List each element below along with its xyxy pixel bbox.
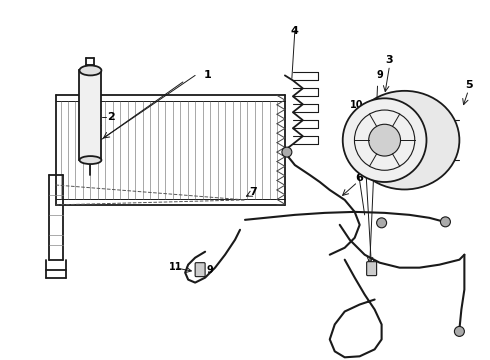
Text: 11: 11	[169, 262, 182, 272]
Circle shape	[368, 124, 400, 156]
Ellipse shape	[350, 91, 460, 189]
Ellipse shape	[79, 156, 101, 164]
Text: 6: 6	[356, 173, 364, 183]
Bar	[79, 71, 101, 160]
Text: 5: 5	[466, 80, 473, 90]
Text: 3: 3	[386, 55, 393, 66]
Text: 10: 10	[350, 100, 364, 110]
Circle shape	[282, 147, 292, 157]
Text: 7: 7	[249, 187, 257, 197]
Circle shape	[454, 327, 465, 336]
FancyBboxPatch shape	[195, 263, 205, 276]
Text: 9: 9	[376, 71, 383, 80]
Circle shape	[377, 218, 387, 228]
Circle shape	[441, 217, 450, 227]
Text: 1: 1	[203, 71, 211, 80]
Text: 4: 4	[291, 26, 299, 36]
Text: 2: 2	[107, 112, 115, 122]
Ellipse shape	[79, 66, 101, 75]
Text: 8: 8	[351, 142, 359, 152]
Circle shape	[343, 98, 426, 182]
Text: 9: 9	[207, 265, 214, 275]
FancyBboxPatch shape	[367, 262, 377, 276]
